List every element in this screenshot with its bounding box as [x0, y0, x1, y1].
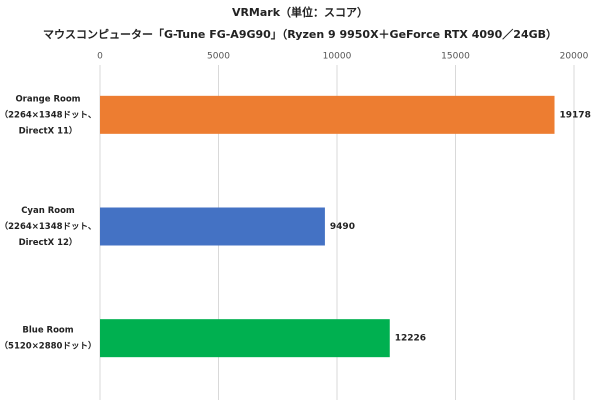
data-label: 19178 — [560, 110, 591, 120]
bar — [100, 319, 390, 358]
x-tick-label: 0 — [97, 52, 103, 62]
y-tick-label: （2264×1348ドット、 — [0, 109, 96, 120]
y-tick-label: DirectX 12） — [19, 237, 78, 248]
y-tick-label: DirectX 11） — [19, 125, 78, 136]
data-label: 9490 — [330, 222, 355, 232]
y-tick-label: Blue Room — [22, 326, 73, 336]
chart-title: VRMark（単位：スコア） — [232, 5, 368, 19]
chart-subtitle: マウスコンピューター「G-Tune FG-A9G90」（Ryzen 9 9950… — [43, 27, 557, 41]
y-tick-label: Orange Room — [15, 94, 80, 104]
x-tick-label: 20000 — [560, 52, 589, 62]
bar — [100, 95, 555, 134]
data-label: 12226 — [395, 334, 426, 344]
x-tick-label: 5000 — [207, 52, 230, 62]
x-tick-label: 15000 — [441, 52, 470, 62]
x-tick-label: 10000 — [323, 52, 352, 62]
y-tick-label: （5120×2880ドット） — [0, 341, 96, 352]
y-tick-label: （2264×1348ドット、 — [0, 221, 96, 232]
y-tick-label: Cyan Room — [21, 206, 75, 216]
bar — [100, 207, 325, 246]
